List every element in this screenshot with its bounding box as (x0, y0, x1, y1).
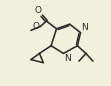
Text: N: N (81, 23, 88, 32)
Text: N: N (64, 54, 71, 63)
Text: O: O (34, 6, 41, 15)
Text: O: O (33, 22, 40, 31)
